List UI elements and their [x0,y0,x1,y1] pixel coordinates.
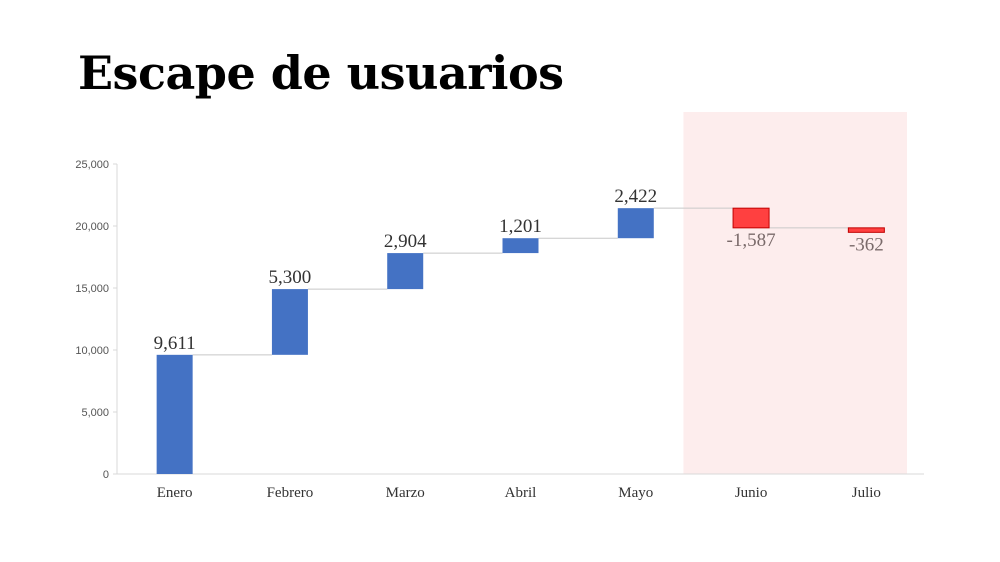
data-label: 2,904 [384,231,427,252]
data-label: 1,201 [499,216,542,237]
bar-layer [156,207,885,474]
decrease-bar [732,207,770,229]
highlight-band-layer [683,112,907,474]
y-tick-label: 10,000 [75,345,109,357]
x-category-label: Abril [505,485,537,501]
x-category-label: Mayo [618,485,653,501]
y-tick-label: 20,000 [75,221,109,233]
axis-layer: 0 5,000 10,000 15,000 20,000 25,000 Enero Febre… [75,159,924,501]
increase-bar [387,253,424,290]
x-category-label: Marzo [386,485,425,501]
data-label: -362 [849,234,884,255]
x-category-label: Junio [735,485,768,501]
data-label: 2,422 [614,186,657,207]
data-label: 5,300 [269,267,312,288]
y-tick-label: 0 [103,469,109,481]
data-label: -1,587 [727,230,776,251]
y-tick-label: 15,000 [75,283,109,295]
x-category-label: Julio [852,485,881,501]
decrease-bar [847,227,885,233]
increase-bar [156,354,193,474]
increase-bar [271,289,308,355]
data-label: 9,611 [154,333,196,354]
label-layer: 9,611 5,300 2,904 1,201 2,422 -1,587 -362 [154,186,884,354]
increase-bar [502,238,539,254]
highlight-band [683,112,907,474]
x-category-label: Febrero [267,485,314,501]
y-tick-label: 5,000 [81,407,109,419]
connector-layer [192,207,849,356]
x-category-label: Enero [157,485,193,501]
slide-title: Escape de usuarios [78,46,564,100]
increase-bar [617,208,654,239]
y-tick-label: 25,000 [75,159,109,171]
